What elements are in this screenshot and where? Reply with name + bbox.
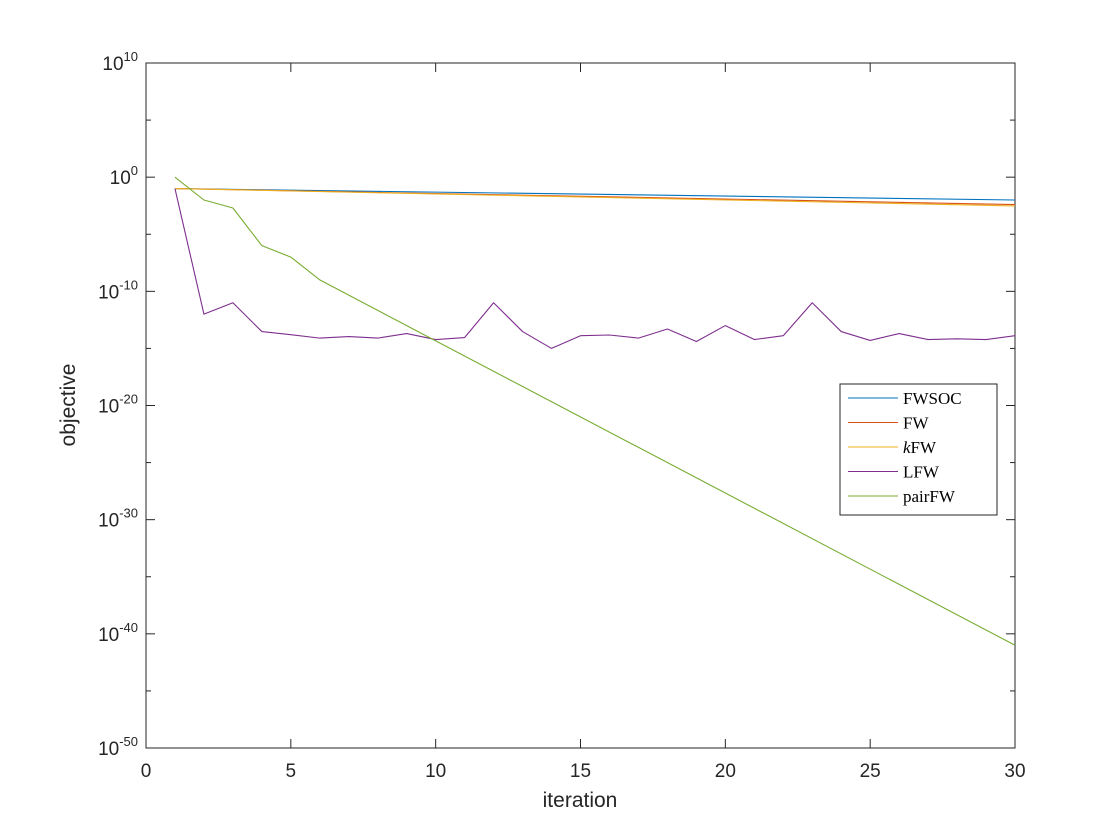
y-axis-label: objective	[57, 364, 80, 447]
series-line-pairfw	[174, 176, 1015, 646]
y-tick-label: 10-20	[98, 392, 138, 418]
tick-labels: 0 5 10 15 20 25 30 10-50 10-40 10-30 10-20 10-10 100…	[98, 49, 1026, 782]
series-line-kfw	[174, 188, 1015, 207]
x-axis-label: iteration	[543, 789, 618, 812]
x-tick-label: 25	[860, 761, 881, 782]
legend-label-fwsoc: FWSOC	[903, 389, 962, 408]
y-tick-label: 100	[110, 163, 138, 189]
y-tick-label: 10-10	[98, 277, 138, 303]
x-tick-label: 20	[715, 761, 736, 782]
x-tick-label: 0	[141, 761, 152, 782]
legend-label-pairfw: pairFW	[903, 487, 956, 506]
legend-box	[839, 383, 998, 516]
legend-label-kfw: kFW	[903, 438, 937, 457]
y-tick-label: 10-50	[98, 734, 138, 760]
series-line-lfw	[174, 188, 1015, 349]
legend-entries: FWSOC FW kFW LFW pairFW	[848, 389, 962, 506]
x-tick-label: 30	[1004, 761, 1025, 782]
x-tick-label: 10	[425, 761, 446, 782]
legend: FWSOC FW kFW LFW pairFW	[839, 383, 998, 516]
y-tick-label: 1010	[102, 49, 138, 75]
legend-label-fw: FW	[903, 414, 929, 433]
y-tick-label: 10-40	[98, 620, 138, 646]
y-tick-label: 10-30	[98, 506, 138, 532]
x-tick-label: 5	[286, 761, 297, 782]
x-tick-label: 15	[570, 761, 591, 782]
axis-ticks	[145, 62, 1016, 749]
series-line-fwsoc	[174, 188, 1015, 201]
legend-label-lfw: LFW	[903, 463, 940, 482]
series-group	[174, 176, 1015, 646]
